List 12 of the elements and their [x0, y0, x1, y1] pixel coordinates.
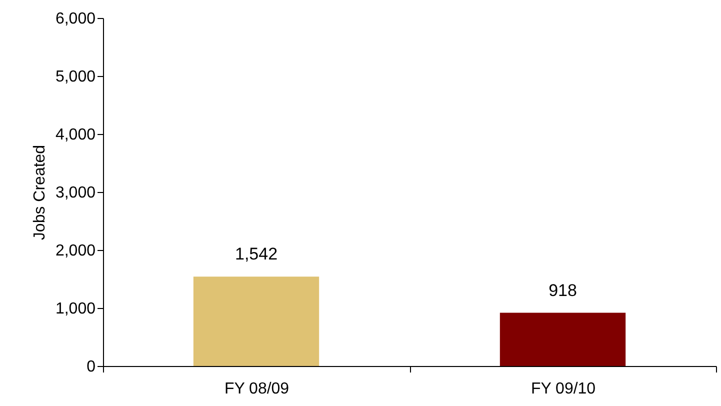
- data-label: 1,542: [234, 244, 278, 264]
- y-tick-label: 6,000: [55, 10, 96, 28]
- x-tick-label: FY 09/10: [530, 380, 596, 398]
- y-tick-label: 3,000: [55, 184, 96, 202]
- y-tick-label: 1,000: [55, 300, 96, 318]
- y-axis-title: Jobs Created: [31, 144, 48, 240]
- y-tick-label: 2,000: [55, 242, 96, 260]
- y-tick-label: 4,000: [55, 126, 96, 144]
- y-tick-label: 0: [86, 358, 96, 376]
- data-label: 918: [548, 280, 577, 300]
- y-tick-label: 5,000: [55, 68, 96, 86]
- x-tick-label: FY 08/09: [224, 380, 290, 398]
